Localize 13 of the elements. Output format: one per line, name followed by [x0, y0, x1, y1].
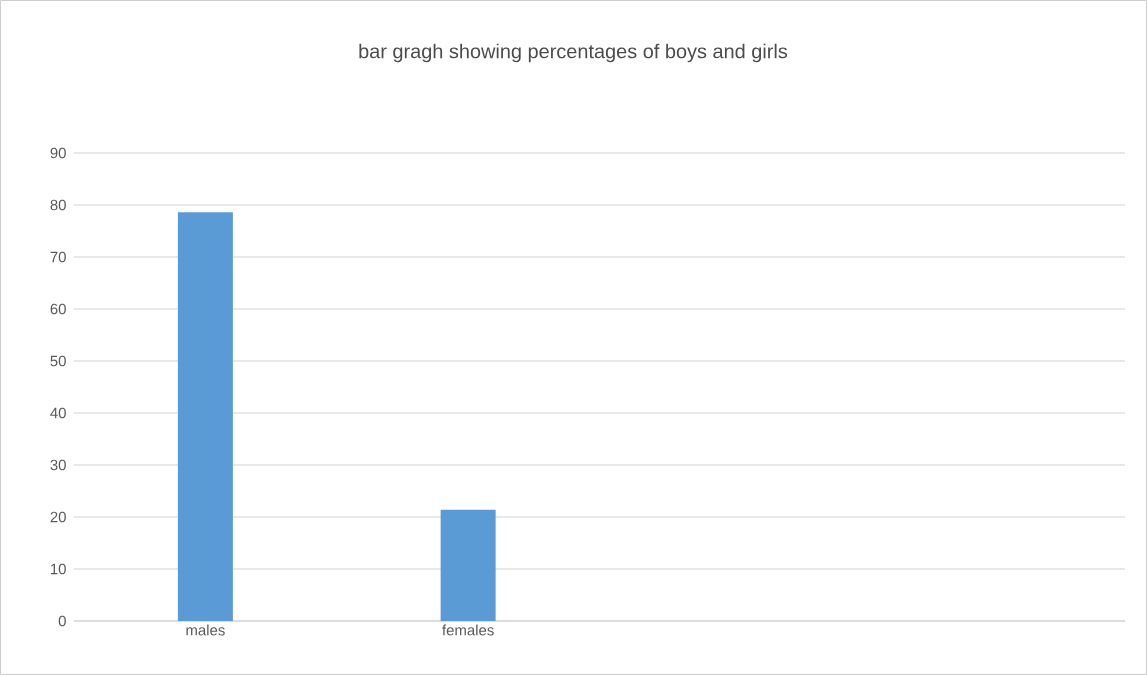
y-tick-label: 60 — [50, 303, 66, 315]
y-tick-label: 40 — [50, 407, 66, 419]
y-tick-label: 50 — [50, 355, 66, 367]
x-tick-label: males — [186, 624, 225, 636]
y-tick-label: 0 — [58, 615, 66, 627]
x-tick-label: females — [442, 624, 494, 636]
chart-title: bar gragh showing percentages of boys and girls — [359, 43, 788, 63]
y-tick-label: 30 — [50, 459, 66, 471]
y-tick-label: 10 — [51, 563, 66, 575]
y-tick-label: 20 — [50, 511, 66, 523]
y-tick-label: 90 — [50, 147, 66, 159]
y-tick-label: 70 — [50, 251, 66, 263]
y-tick-label: 80 — [50, 199, 66, 211]
